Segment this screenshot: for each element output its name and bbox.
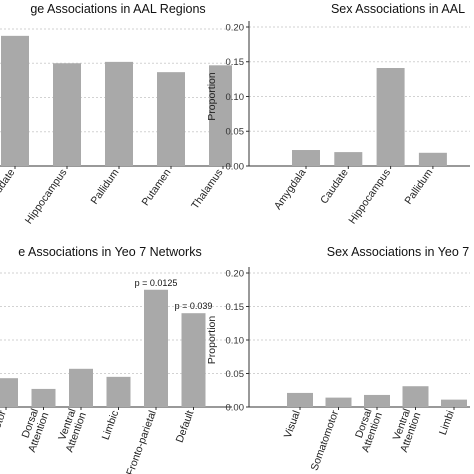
bar: [1, 35, 29, 166]
bar: [144, 289, 168, 407]
x-tick-label: Fronto-parietal: [124, 409, 159, 474]
bar: [292, 150, 320, 166]
x-tick-label: Putamen: [140, 167, 174, 208]
x-tick-label: Somatomotor: [0, 408, 9, 472]
y-axis-label: Proportion: [206, 316, 218, 365]
y-tick-label: 0.00: [226, 161, 245, 172]
x-tick-label: DorsalAttention: [349, 407, 385, 454]
x-tick-label: VentralAttention: [53, 407, 89, 454]
bar: [31, 388, 56, 407]
y-tick-label: 0.20: [226, 268, 245, 279]
bar: [105, 61, 133, 166]
x-tick-label: Limbic: [100, 409, 122, 442]
bar: [0, 378, 18, 407]
panel-age-aal: ge Associations in AAL Regions Caudate Hi…: [0, 2, 232, 226]
bar: [334, 152, 363, 166]
x-tick-label: Limbi: [437, 409, 457, 437]
x-tick-label: Thalamus: [189, 167, 225, 212]
x-tick-label: Caudate: [0, 167, 18, 207]
bar: [364, 394, 390, 407]
bar: [106, 376, 131, 407]
panel-age-yeo: e Associations in Yeo 7 Networks Somatom…: [0, 245, 232, 474]
y-tick-label: 0.10: [226, 92, 245, 103]
annotation-label: p = 0.039: [175, 301, 213, 311]
panel-title: ge Associations in AAL Regions: [30, 2, 205, 16]
panel-title: Sex Associations in AAL: [331, 2, 465, 16]
x-tick-label: Caudate: [318, 167, 351, 207]
x-tick-label: Hippocampus: [346, 167, 393, 226]
x-tick-label: Somatomotor: [308, 408, 341, 472]
y-tick-label: 0.05: [226, 369, 245, 380]
y-tick-label: 0.15: [226, 57, 245, 68]
y-tick-label: 0.10: [226, 335, 245, 346]
bar: [325, 397, 352, 407]
x-tick-label: Pallidum: [402, 167, 435, 207]
annotation-label: p = 0.0125: [135, 278, 178, 288]
x-tick-label: Default: [174, 409, 197, 444]
y-axis-label: Proportion: [206, 72, 218, 121]
bar: [418, 152, 447, 166]
bar: [376, 68, 405, 166]
bar: [157, 72, 185, 166]
bar: [69, 368, 93, 407]
x-tick-label: DorsalAttention: [16, 407, 52, 454]
y-tick-label: 0.05: [226, 127, 245, 138]
x-tick-label: Visual: [282, 409, 303, 440]
x-tick-label: Hippocampus: [23, 167, 70, 226]
panel-sex-aal: Sex Associations in AAL Proportion 0.00 0…: [206, 2, 470, 226]
bar: [287, 392, 313, 407]
bar: [209, 65, 232, 166]
panel-title: Sex Associations in Yeo 7: [327, 245, 470, 259]
bar: [53, 63, 81, 166]
y-tick-label: 0.20: [226, 22, 245, 33]
bar: [402, 386, 429, 407]
bar: [441, 399, 467, 407]
panel-title: e Associations in Yeo 7 Networks: [18, 245, 201, 259]
x-tick-label: VentralAttention: [388, 407, 424, 454]
bar: [181, 313, 206, 407]
y-tick-label: 0.00: [226, 402, 245, 413]
panel-sex-yeo: Sex Associations in Yeo 7 Proportion 0.0…: [206, 245, 470, 472]
y-tick-label: 0.15: [226, 302, 245, 313]
x-tick-label: Pallidum: [89, 167, 122, 207]
x-tick-label: Amygdala: [272, 167, 309, 212]
